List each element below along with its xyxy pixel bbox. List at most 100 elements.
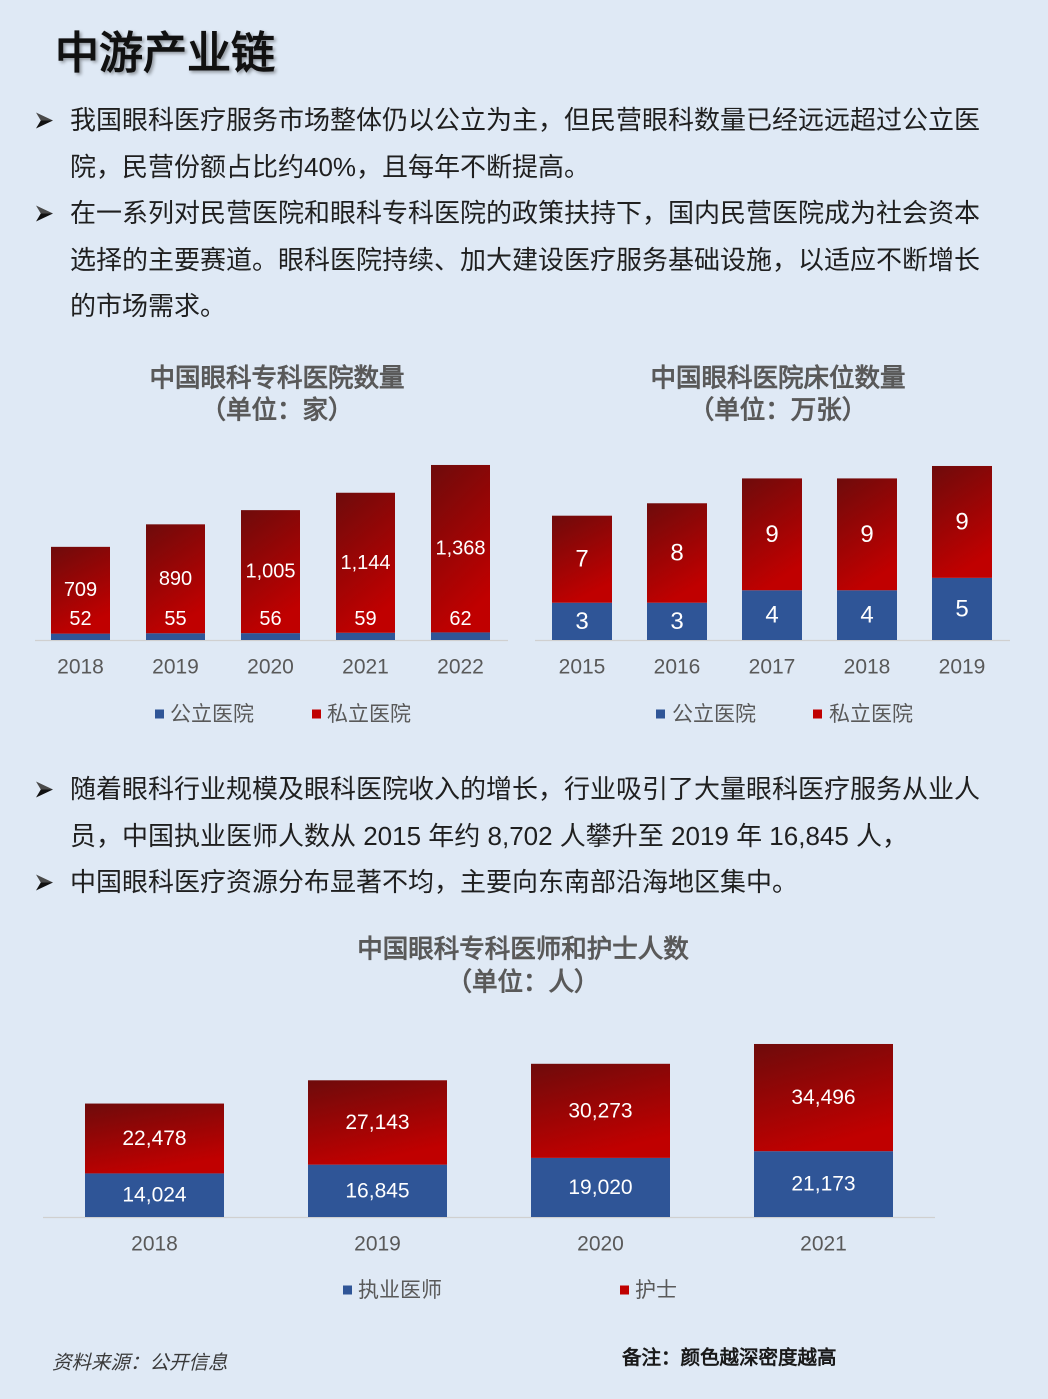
bullet-item: 中国眼科医疗资源分布显著不均，主要向东南部沿海地区集中。 (36, 859, 986, 906)
staff-x-tick-label-2019: 2019 (354, 1233, 401, 1256)
hospitals-data-label-public-2022: 62 (449, 608, 471, 630)
hospitals-data-label-private-2020: 1,005 (245, 561, 295, 583)
beds-data-label-public-2015: 3 (575, 608, 588, 635)
hospitals-bar-private-2019 (146, 524, 205, 634)
hospitals-bar-private-2018 (51, 546, 110, 634)
beds-x-tick-label-2017: 2017 (749, 656, 796, 679)
chart-title: 中国眼科医院床位数量 (650, 364, 905, 393)
hospitals-bar-public-2018 (51, 633, 110, 640)
arrow-bullet-icon (36, 205, 53, 222)
chart-subtitle: （单位：人） (446, 968, 599, 997)
beds-bar-public-2016 (647, 602, 707, 640)
staff-data-label-nurses-2020: 30,273 (568, 1099, 632, 1122)
staff-bar-nurses-2019 (308, 1080, 447, 1165)
hospitals-data-label-private-2019: 890 (159, 568, 192, 590)
beds-bar-private-2018 (837, 478, 897, 591)
arrow-bullet-icon (36, 781, 53, 798)
bullet-text: 在一系列对民营医院和眼科专科医院的政策扶持下，国内民营医院成为社会资本选择的主要… (70, 198, 981, 321)
beds-data-label-public-2019: 5 (955, 595, 968, 622)
hospitals-bar-public-2019 (146, 633, 205, 640)
staff-data-label-doctors-2020: 19,020 (568, 1176, 632, 1199)
staff-count-chart: 中国眼科专科医师和护士人数 （单位：人） 14,024 22,478 16,845 2… (43, 935, 935, 1302)
beds-x-tick-label-2015: 2015 (559, 656, 606, 679)
bullet-text: 随着眼科行业规模及眼科医院收入的增长，行业吸引了大量眼科医疗服务从业人员，中国执… (70, 774, 981, 851)
hospitals-bar-private-2021 (336, 492, 395, 633)
bullet-item: 我国眼科医疗服务市场整体仍以公立为主，但民营眼科数量已经远远超过公立医院，民营份… (36, 97, 986, 190)
arrow-bullet-icon (36, 874, 53, 891)
beds-x-tick-label-2016: 2016 (654, 656, 701, 679)
hospitals-x-tick-label-2020: 2020 (247, 656, 294, 679)
staff-bar-nurses-2021 (754, 1043, 893, 1152)
bullet-item: 在一系列对民营医院和眼科专科医院的政策扶持下，国内民营医院成为社会资本选择的主要… (36, 190, 986, 330)
beds-bar-private-2016 (647, 503, 707, 603)
staff-legend-swatch-doctors (343, 1285, 352, 1295)
beds-data-label-private-2018: 9 (860, 521, 873, 548)
beds-data-label-private-2015: 7 (575, 546, 588, 573)
staff-data-label-doctors-2019: 16,845 (345, 1179, 409, 1202)
hospitals-legend-swatch-public (155, 709, 164, 719)
staff-bar-doctors-2019 (308, 1164, 447, 1217)
beds-data-label-private-2017: 9 (765, 521, 778, 548)
staff-bar-doctors-2021 (754, 1151, 893, 1217)
staff-x-tick-label-2021: 2021 (800, 1233, 847, 1256)
hospitals-legend-swatch-private (312, 709, 321, 719)
beds-bar-private-2019 (932, 465, 992, 578)
bars-group: 52 709 55 890 56 1,005 59 1,144 62 1,368 (51, 464, 490, 640)
chart-title: 中国眼科专科医师和护士人数 (357, 935, 689, 964)
staff-data-label-nurses-2018: 22,478 (122, 1127, 186, 1150)
bars-group: 14,024 22,478 16,845 27,143 19,020 30,273 21,1… (85, 1043, 893, 1217)
bars-group: 3 7 3 8 4 9 4 9 5 9 (552, 465, 992, 640)
bullet-text: 中国眼科医疗资源分布显著不均，主要向东南部沿海地区集中。 (70, 867, 799, 897)
chart-subtitle: （单位：万张） (689, 396, 868, 425)
staff-data-label-doctors-2021: 21,173 (791, 1173, 855, 1196)
beds-bar-public-2017 (742, 590, 802, 640)
beds-legend-swatch-private (813, 709, 822, 719)
hospitals-legend-label-private: 私立医院 (327, 702, 411, 726)
hospitals-bar-public-2021 (336, 632, 395, 640)
beds-data-label-private-2019: 9 (955, 508, 968, 535)
beds-x-tick-label-2019: 2019 (939, 656, 986, 679)
hospitals-bar-private-2022 (431, 464, 490, 633)
hospitals-x-tick-label-2021: 2021 (342, 656, 389, 679)
beds-x-tick-label-2018: 2018 (844, 656, 891, 679)
staff-data-label-doctors-2018: 14,024 (122, 1184, 187, 1207)
bed-count-chart: 中国眼科医院床位数量 （单位：万张） 3 7 3 8 4 9 4 9 5 9 2015 2016 20… (535, 364, 1010, 726)
page-title: 中游产业链 (55, 29, 275, 78)
beds-bar-public-2015 (552, 602, 612, 640)
remark-note: 备注：颜色越深密度越高 (622, 1348, 837, 1369)
hospitals-data-label-private-2018: 709 (64, 579, 97, 601)
hospitals-legend-label-public: 公立医院 (170, 702, 254, 726)
bullet-text: 我国眼科医疗服务市场整体仍以公立为主，但民营眼科数量已经远远超过公立医院，民营份… (70, 105, 981, 182)
beds-data-label-private-2016: 8 (670, 539, 683, 566)
staff-x-tick-label-2020: 2020 (577, 1233, 624, 1256)
staff-bar-doctors-2020 (531, 1157, 670, 1217)
chart-title: 中国眼科专科医院数量 (149, 364, 404, 393)
hospitals-bar-private-2020 (241, 510, 300, 634)
arrow-bullet-icon (36, 112, 53, 129)
beds-data-label-public-2018: 4 (860, 602, 873, 629)
hospitals-data-label-public-2020: 56 (259, 608, 281, 630)
staff-bar-nurses-2020 (531, 1063, 670, 1158)
hospitals-data-label-public-2018: 52 (69, 608, 91, 630)
beds-bar-public-2018 (837, 590, 897, 640)
hospitals-data-label-private-2022: 1,368 (435, 538, 485, 560)
hospitals-bar-public-2020 (241, 633, 300, 640)
staff-data-label-nurses-2021: 34,496 (791, 1086, 855, 1109)
hospitals-bar-public-2022 (431, 632, 490, 640)
staff-data-label-nurses-2019: 27,143 (345, 1111, 409, 1134)
staff-bar-doctors-2018 (85, 1173, 224, 1217)
beds-legend-label-private: 私立医院 (829, 702, 913, 726)
bullet-list-top: 我国眼科医疗服务市场整体仍以公立为主，但民营眼科数量已经远远超过公立医院，民营份… (36, 97, 986, 330)
chart-subtitle: （单位：家） (200, 396, 353, 425)
hospitals-data-label-public-2021: 59 (354, 608, 376, 630)
beds-legend-label-public: 公立医院 (672, 702, 756, 726)
hospitals-x-tick-label-2019: 2019 (152, 656, 199, 679)
beds-bar-private-2015 (552, 515, 612, 603)
bullet-list-middle: 随着眼科行业规模及眼科医院收入的增长，行业吸引了大量眼科医疗服务从业人员，中国执… (36, 766, 986, 906)
beds-legend-swatch-public (656, 709, 665, 719)
hospital-count-chart: 中国眼科专科医院数量 （单位：家） 52 709 55 890 56 1,005 59 1,1… (35, 364, 508, 726)
hospitals-x-tick-label-2022: 2022 (437, 656, 484, 679)
staff-legend-swatch-nurses (620, 1285, 629, 1295)
beds-data-label-public-2017: 4 (765, 602, 778, 629)
source-note: 资料来源：公开信息 (52, 1353, 228, 1374)
